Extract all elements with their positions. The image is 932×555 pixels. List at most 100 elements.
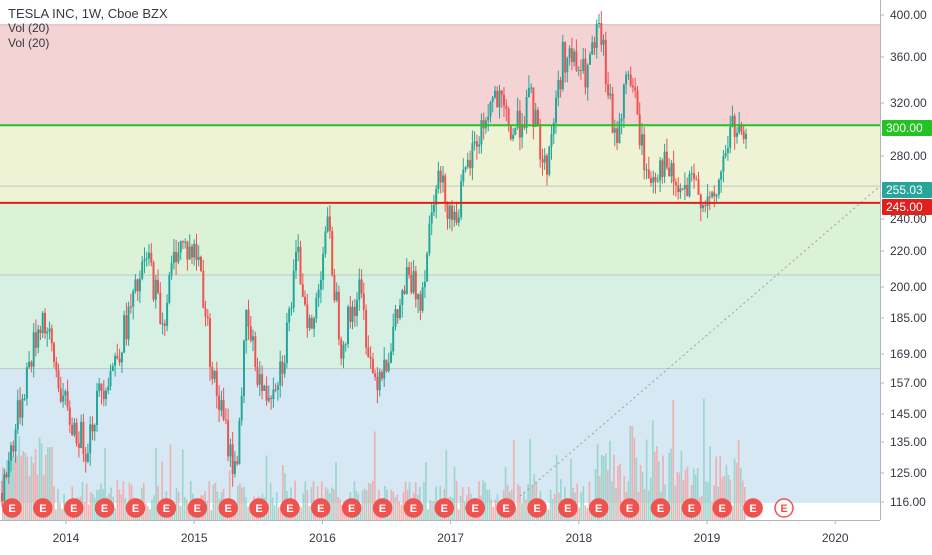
earnings-marker[interactable] [650, 498, 671, 518]
price-zone [0, 24, 880, 126]
y-tick-label: 360.00 [890, 50, 927, 64]
earnings-marker[interactable] [496, 498, 516, 518]
candle-body [270, 397, 273, 399]
earnings-marker[interactable] [280, 498, 300, 518]
candle-body [586, 64, 589, 88]
volume-bar [374, 431, 376, 520]
time-axis-panel [0, 520, 880, 550]
earnings-marker[interactable] [94, 498, 115, 518]
earnings-marker[interactable] [465, 498, 485, 518]
candle-body [285, 322, 288, 364]
candle-body [437, 170, 440, 189]
volume-bar [216, 491, 219, 520]
volume-bar [594, 469, 597, 520]
candle-body [557, 80, 560, 98]
candle-body [304, 296, 306, 305]
volume-bar [61, 508, 63, 520]
trend-line[interactable] [519, 185, 881, 497]
indicator-label[interactable]: Vol (20) [8, 21, 50, 35]
candle-body [681, 188, 684, 190]
candle-body [68, 407, 71, 425]
volume-bar [605, 453, 607, 520]
volume-bar [635, 457, 638, 520]
earnings-marker[interactable] [712, 498, 732, 518]
candle-body [202, 270, 205, 308]
earnings-marker-label: E [163, 503, 170, 515]
candle-body [229, 444, 232, 457]
earnings-marker[interactable] [558, 498, 578, 518]
earnings-marker[interactable] [64, 498, 84, 518]
volume-bar [490, 499, 493, 520]
candle-body [333, 275, 336, 301]
candle-body [30, 361, 33, 367]
volume-bar [676, 472, 679, 520]
earnings-marker[interactable] [774, 498, 794, 518]
candle-body [387, 362, 390, 372]
volume-bar [598, 476, 601, 520]
y-tick-label: 169.00 [890, 347, 927, 361]
candle-body [742, 131, 745, 140]
earnings-marker[interactable] [33, 498, 53, 518]
volume-bar [245, 497, 247, 520]
earnings-marker[interactable] [372, 498, 393, 518]
candle-body [317, 289, 320, 298]
candle-body [568, 48, 571, 59]
indicator-label[interactable]: Vol (20) [8, 36, 50, 50]
earnings-marker[interactable] [249, 498, 269, 518]
volume-bar [49, 447, 51, 520]
candle-body [713, 192, 716, 197]
candle-body [154, 279, 157, 300]
volume-bar [455, 480, 458, 520]
earnings-marker[interactable] [403, 498, 424, 518]
earnings-marker[interactable] [156, 498, 177, 518]
candle-body [28, 361, 31, 368]
volume-bar [335, 461, 337, 520]
earnings-marker[interactable] [681, 498, 702, 518]
candle-body [722, 156, 725, 172]
candle-body [243, 340, 245, 396]
volume-bar [183, 496, 186, 520]
volume-bar [463, 501, 466, 520]
earnings-marker[interactable] [588, 498, 609, 518]
earnings-marker-label: E [225, 503, 232, 515]
candle-body [34, 332, 37, 348]
earnings-marker[interactable] [619, 498, 640, 518]
candle-body [274, 389, 277, 391]
candle-body [62, 395, 65, 402]
earnings-marker[interactable] [527, 498, 547, 518]
candle-body [401, 290, 404, 305]
candle-body [507, 109, 510, 125]
volume-bar [212, 484, 215, 520]
candles [1, 10, 747, 507]
volume-bar [525, 499, 527, 520]
earnings-marker[interactable] [341, 498, 362, 518]
volume-bar [517, 483, 519, 520]
candle-body [464, 167, 467, 170]
candle-body [514, 127, 517, 135]
candle-body [206, 316, 209, 319]
earnings-marker[interactable] [434, 498, 455, 518]
candle-body [89, 424, 92, 454]
earnings-marker[interactable] [311, 498, 331, 518]
earnings-marker[interactable] [125, 498, 146, 518]
candle-body [448, 205, 451, 219]
candle-body [132, 291, 135, 307]
earnings-marker[interactable] [2, 498, 22, 518]
volume-bar [363, 488, 366, 520]
volume-bar [151, 499, 153, 520]
candle-body [82, 421, 85, 454]
candle-body [66, 391, 69, 408]
earnings-marker[interactable] [743, 498, 763, 518]
volume-bar [32, 462, 35, 520]
candle-body [663, 151, 666, 177]
x-tick-label: 2016 [309, 531, 336, 545]
earnings-marker[interactable] [187, 498, 208, 518]
earnings-marker[interactable] [218, 498, 238, 518]
volume-bar [59, 503, 61, 520]
price-zone [0, 202, 880, 276]
symbol-title[interactable]: TESLA INC, 1W, Cboe BZX [8, 6, 168, 21]
volume-bar [549, 490, 552, 520]
volume-bar [729, 479, 732, 520]
candle-body [46, 331, 49, 334]
